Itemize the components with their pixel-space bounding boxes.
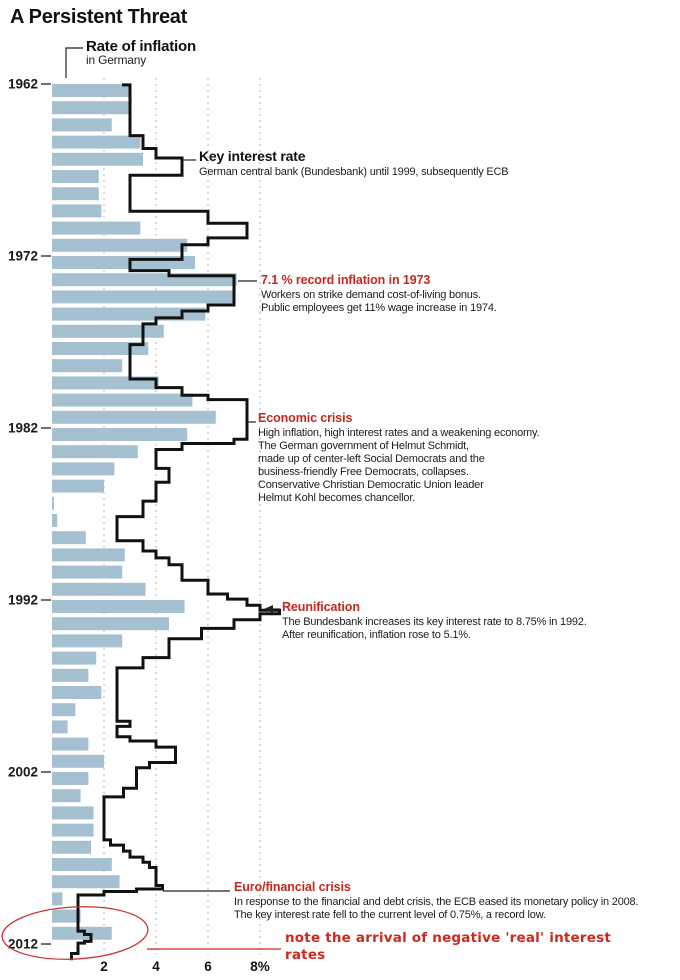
annotation-1973-head: 7.1 % record inflation in 1973 [261, 273, 431, 287]
annotation-economic-line: High inflation, high interest rates and … [258, 427, 540, 439]
interest-rate-line [70, 83, 281, 961]
annotation-reunification: Reunification The Bundesbank increases i… [282, 600, 587, 642]
inflation-bar-1991 [52, 582, 146, 596]
annotation-reunification-line: The Bundesbank increases its key interes… [282, 616, 587, 628]
key-rate-series-label-head: Key interest rate [199, 148, 306, 164]
connector-lines [65, 47, 281, 950]
inflation-bar-1996 [52, 668, 89, 682]
inflation-bar-1978 [52, 359, 123, 373]
inflation-bar-2000 [52, 737, 89, 751]
negative-rates-note-line: rates [285, 946, 326, 963]
inflation-bar-1962 [52, 84, 130, 97]
annotation-1973-record: 7.1 % record inflation in 1973 Workers o… [261, 273, 497, 315]
x-axis-label: 6 [204, 959, 212, 974]
inflation-bar-2009 [52, 892, 63, 906]
inflation-bar-1982 [52, 428, 188, 441]
annotation-economic-crisis: Economic crisis High inflation, high int… [258, 411, 540, 505]
inflation-label-connector [65, 47, 83, 78]
inflation-bar-2005 [52, 823, 94, 837]
gridlines [103, 78, 261, 955]
inflation-bar-1981 [52, 410, 216, 424]
inflation-bar-2008 [52, 875, 120, 889]
inflation-bar-1994 [52, 634, 123, 648]
annotation-1973-line: Public employees get 11% wage increase i… [261, 302, 497, 314]
inflation-bar-1970 [52, 221, 141, 235]
inflation-bar-1990 [52, 565, 123, 579]
year-label-1992: 1992 [8, 593, 38, 608]
inflation-bar-1989 [52, 548, 125, 562]
x-axis-label: 2 [100, 959, 108, 974]
inflation-bar-2002 [52, 772, 89, 785]
annotation-reunification-head: Reunification [282, 600, 360, 614]
inflation-bar-1998 [52, 703, 76, 717]
annotation-economic-line: Conservative Christian Democratic Union … [258, 479, 484, 491]
inflation-bar-1967 [52, 170, 99, 183]
year-label-1972: 1972 [8, 249, 38, 264]
inflation-bar-1984 [52, 462, 115, 476]
inflation-bar-1986 [52, 496, 54, 510]
inflation-bar-1965 [52, 135, 141, 149]
annotation-reunification-line: After reunification, inflation rose to 5… [282, 629, 471, 641]
inflation-bar-2001 [52, 754, 104, 768]
key-interest-rate-path [70, 83, 281, 961]
year-label-1962: 1962 [8, 77, 38, 92]
year-label-2012: 2012 [8, 937, 38, 952]
inflation-series-label-sub: in Germany [86, 53, 147, 67]
key-rate-series-label: Key interest rate German central bank (B… [199, 148, 509, 179]
percent-axis: 2 4 6 8% [100, 959, 270, 974]
inflation-series-label: Rate of inflation in Germany [86, 39, 196, 67]
key-rate-series-label-sub: German central bank (Bundesbank) until 1… [199, 166, 509, 178]
inflation-bar-1977 [52, 342, 149, 355]
inflation-bar-1985 [52, 479, 104, 493]
annotation-economic-line: Helmut Kohl becomes chancellor. [258, 492, 416, 504]
negative-rates-note-line: note the arrival of negative 'real' inte… [285, 930, 611, 946]
annotation-economic-line: The German government of Helmut Schmidt, [258, 440, 469, 452]
inflation-bar-1997 [52, 686, 102, 699]
inflation-bar-1968 [52, 187, 99, 201]
inflation-bar-2010 [52, 909, 81, 923]
annotation-reunification-arrowhead [264, 605, 273, 613]
year-label-1982: 1982 [8, 421, 38, 436]
annotation-1973-line: Workers on strike demand cost-of-living … [261, 289, 481, 301]
annotation-euro-line: In response to the financial and debt cr… [234, 896, 639, 908]
annotation-euro-crisis: Euro/financial crisis In response to the… [234, 880, 639, 922]
inflation-bar-1974 [52, 290, 234, 304]
inflation-bar-1983 [52, 445, 138, 459]
inflation-bar-2003 [52, 789, 81, 803]
inflation-bar-1966 [52, 152, 143, 166]
year-axis: 1962 1972 1982 1992 2002 2012 [8, 77, 51, 952]
inflation-bar-1976 [52, 324, 164, 338]
inflation-bar-2004 [52, 806, 94, 820]
chart-title: A Persistent Threat [10, 6, 187, 28]
inflation-bar-1980 [52, 393, 193, 407]
annotation-economic-line: made up of center-left Social Democrats … [258, 453, 485, 465]
inflation-bar-1995 [52, 651, 97, 665]
inflation-bar-2006 [52, 840, 91, 854]
year-label-2002: 2002 [8, 765, 38, 780]
highlight-ellipse [1, 906, 149, 960]
annotation-economic-line: business-friendly Free Democrats, collap… [258, 466, 469, 478]
inflation-bar-1964 [52, 118, 112, 132]
inflation-bar-1987 [52, 514, 58, 527]
inflation-bar-1969 [52, 204, 102, 218]
annotation-euro-line: The key interest rate fell to the curren… [234, 909, 546, 921]
inflation-bar-1999 [52, 720, 68, 734]
inflation-series-label-head: Rate of inflation [86, 38, 196, 55]
inflation-bar-1971 [52, 238, 188, 252]
x-axis-label: 8% [250, 959, 270, 974]
inflation-bar-1993 [52, 617, 169, 631]
annotation-euro-head: Euro/financial crisis [234, 880, 351, 894]
x-axis-label: 4 [152, 959, 160, 974]
inflation-bar-2007 [52, 858, 112, 871]
inflation-bar-1988 [52, 531, 86, 545]
annotation-economic-head: Economic crisis [258, 411, 353, 425]
inflation-bar-1992 [52, 600, 185, 613]
inflation-bar-1963 [52, 101, 130, 115]
inflation-bar-2011 [52, 926, 112, 940]
negative-rates-note: note the arrival of negative 'real' inte… [285, 930, 611, 963]
